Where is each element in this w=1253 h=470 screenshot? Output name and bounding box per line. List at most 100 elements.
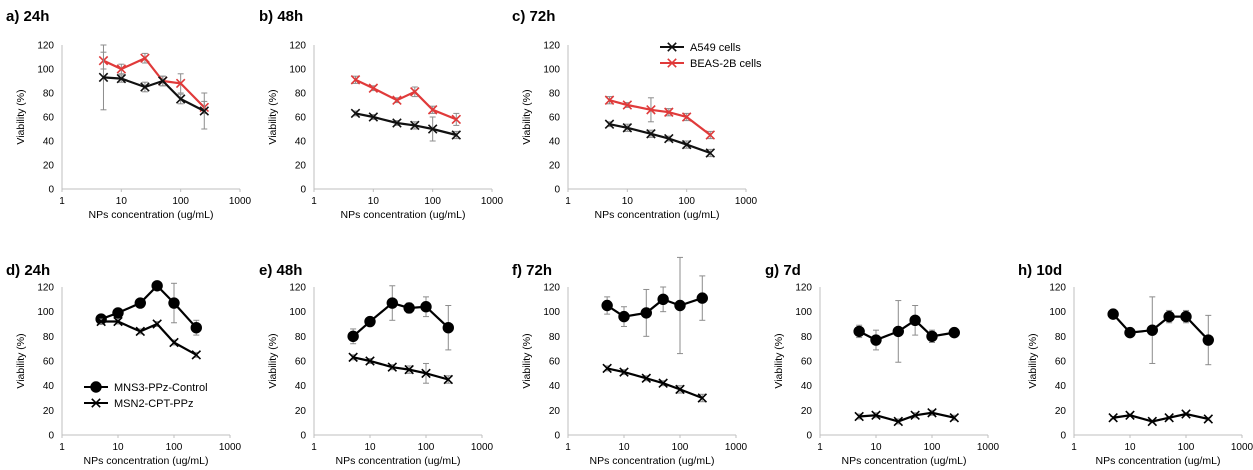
data-point <box>646 105 656 115</box>
data-point <box>427 105 438 115</box>
series-mns3-ppz-control <box>95 280 202 336</box>
data-point <box>674 299 686 312</box>
x-tick-label: 100 <box>924 442 941 453</box>
series-mns3-ppz-control <box>853 300 960 363</box>
y-tick-label: 20 <box>295 406 307 417</box>
y-tick-label: 0 <box>300 431 306 442</box>
y-tick-label: 40 <box>1055 381 1067 392</box>
data-point <box>681 139 692 150</box>
data-point <box>1163 310 1175 323</box>
series-line <box>101 320 197 356</box>
marker-stroke <box>191 350 202 360</box>
data-point <box>387 362 398 372</box>
y-tick-label: 0 <box>806 431 812 442</box>
marker-stroke <box>658 378 668 388</box>
y-axis-title: Viability (%) <box>15 333 27 388</box>
series-line <box>859 411 955 423</box>
data-point <box>442 322 454 334</box>
x-tick-label: 1000 <box>725 442 748 453</box>
data-point <box>404 364 414 375</box>
data-point <box>602 363 612 374</box>
y-tick-label: 60 <box>549 357 561 368</box>
marker-stroke <box>667 58 677 68</box>
y-tick-label: 80 <box>43 89 55 100</box>
marker-stroke <box>705 148 716 158</box>
x-tick-label: 100 <box>1178 442 1195 453</box>
y-tick-label: 100 <box>795 307 812 318</box>
data-point <box>622 100 633 110</box>
x-tick-label: 100 <box>424 196 441 207</box>
data-point <box>410 87 420 97</box>
legend-label: MSN2-CPT-PPz <box>114 398 193 410</box>
data-point <box>386 297 398 309</box>
data-point <box>451 130 462 140</box>
x-axis-title: NPs concentration (ug/mL) <box>84 455 209 467</box>
data-point <box>604 95 615 105</box>
y-tick-label: 120 <box>37 41 54 52</box>
data-point <box>1108 412 1118 423</box>
x-tick-label: 1000 <box>229 196 252 207</box>
data-point <box>1203 414 1214 424</box>
y-tick-label: 100 <box>543 65 560 76</box>
marker-stroke <box>1181 409 1191 419</box>
marker-stroke <box>348 352 358 363</box>
marker-stroke <box>140 53 150 63</box>
x-tick-label: 1000 <box>219 442 242 453</box>
data-point <box>175 78 186 89</box>
marker-stroke <box>619 367 629 377</box>
marker-stroke <box>681 139 692 150</box>
marker-stroke <box>622 123 633 133</box>
series-mns3-ppz-control <box>601 256 708 355</box>
panel-label: g) 7d <box>765 262 801 279</box>
y-tick-label: 0 <box>1060 431 1066 442</box>
y-tick-label: 80 <box>801 332 813 343</box>
x-tick-label: 1 <box>565 442 571 453</box>
data-point <box>619 367 629 377</box>
data-point <box>168 297 180 309</box>
data-point <box>1181 409 1191 419</box>
x-tick-label: 1 <box>1071 442 1077 453</box>
y-tick-label: 120 <box>289 283 306 294</box>
marker-stroke <box>410 87 420 97</box>
x-tick-label: 1000 <box>471 442 494 453</box>
legend-label: A549 cells <box>690 42 741 54</box>
legend-marker <box>667 42 677 52</box>
x-tick-label: 10 <box>112 442 124 453</box>
x-tick-label: 1 <box>59 196 65 207</box>
data-point <box>618 310 630 323</box>
marker-stroke <box>602 363 612 374</box>
data-point <box>134 297 146 309</box>
data-point <box>696 292 708 304</box>
marker-stroke <box>646 105 656 115</box>
y-tick-label: 40 <box>295 137 307 148</box>
x-tick-label: 10 <box>364 442 376 453</box>
y-tick-label: 80 <box>295 332 307 343</box>
x-tick-label: 100 <box>418 442 435 453</box>
marker-stroke <box>199 106 210 116</box>
data-point <box>893 416 904 427</box>
x-axis-title: NPs concentration (ug/mL) <box>341 209 466 221</box>
data-point <box>646 129 656 139</box>
series-a549-cells <box>98 44 210 130</box>
data-point <box>140 53 150 63</box>
data-point <box>705 148 716 158</box>
series-line <box>103 76 205 112</box>
x-tick-label: 100 <box>172 196 189 207</box>
data-point <box>427 124 438 134</box>
data-point <box>169 337 179 348</box>
x-axis-title: NPs concentration (ug/mL) <box>89 209 214 221</box>
data-point <box>392 95 402 105</box>
legend-marker <box>90 381 102 393</box>
y-tick-label: 60 <box>549 113 561 124</box>
y-tick-label: 40 <box>43 137 55 148</box>
series-line <box>355 78 457 121</box>
marker-stroke <box>350 75 361 85</box>
marker-stroke <box>697 393 708 403</box>
marker-stroke <box>1125 410 1135 421</box>
y-tick-label: 100 <box>289 65 306 76</box>
marker-stroke <box>681 112 692 122</box>
x-tick-label: 1000 <box>735 196 758 207</box>
data-point <box>140 82 150 92</box>
y-tick-label: 120 <box>1049 283 1066 294</box>
